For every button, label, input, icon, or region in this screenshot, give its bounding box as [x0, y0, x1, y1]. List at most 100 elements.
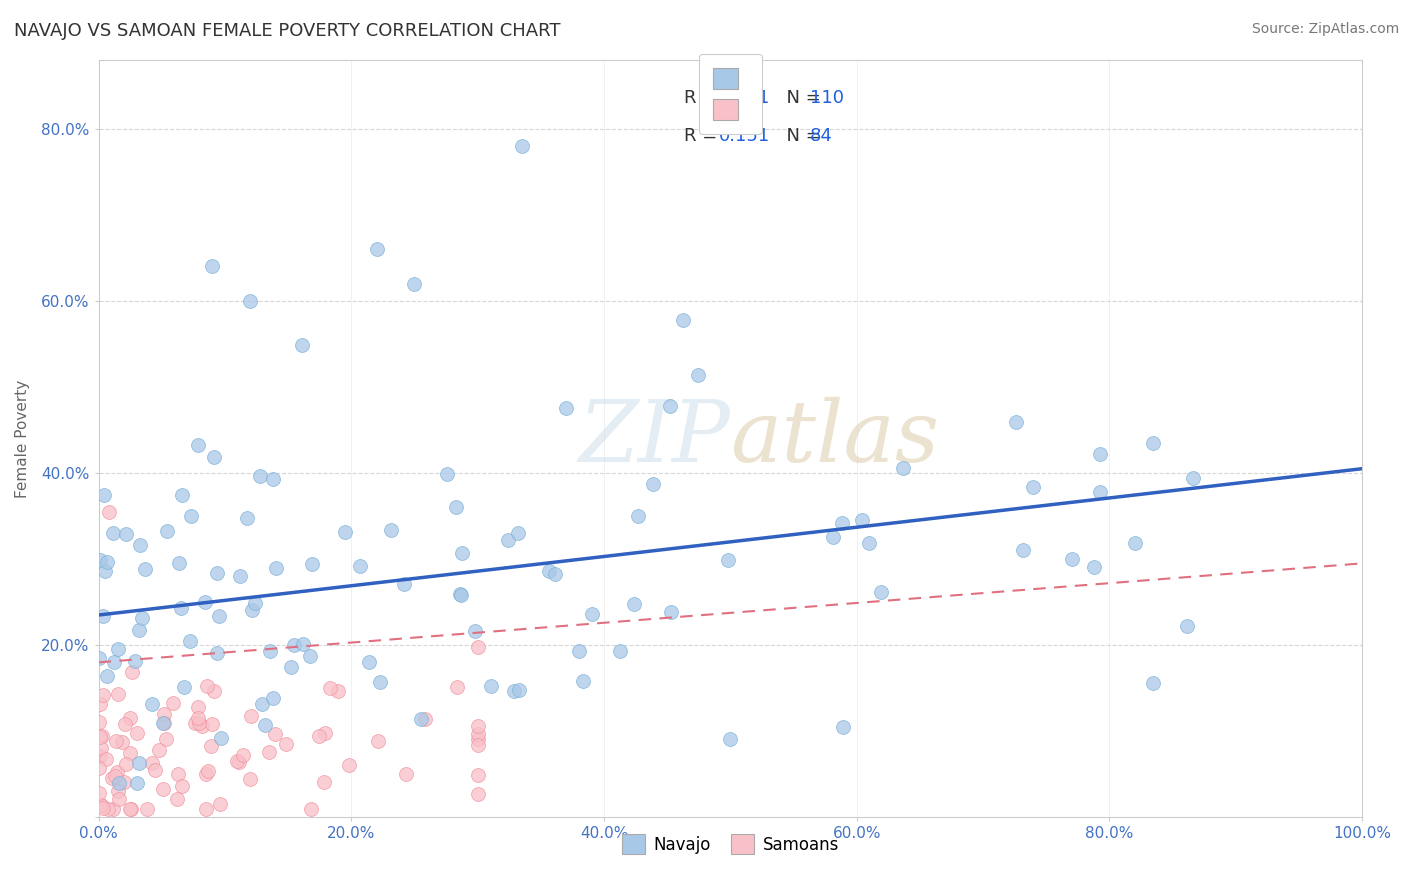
Point: [686, 368, 709, 382]
Point: [191, 719, 214, 733]
Point: [91, 729, 114, 743]
Point: [280, 660, 302, 674]
Point: [180, 508, 202, 523]
Point: [156, 524, 179, 538]
Point: [152, 716, 174, 731]
Point: [544, 566, 567, 581]
Point: [167, 557, 190, 571]
Point: [1060, 551, 1083, 566]
Point: [136, 802, 159, 816]
Point: [394, 766, 416, 780]
Point: [467, 738, 489, 752]
Point: [134, 562, 156, 576]
Point: [252, 697, 274, 711]
Text: ZIP: ZIP: [578, 397, 730, 480]
Point: [253, 717, 276, 731]
Point: [187, 699, 209, 714]
Point: [97, 802, 120, 816]
Text: 0.151: 0.151: [718, 127, 770, 145]
Point: [467, 727, 489, 741]
Point: [209, 731, 232, 745]
Point: [870, 585, 893, 599]
Point: [91, 801, 114, 815]
Point: [104, 769, 127, 783]
Point: [1021, 480, 1043, 494]
Point: [89, 730, 111, 744]
Text: N =: N =: [775, 88, 827, 107]
Point: [173, 680, 195, 694]
Point: [659, 605, 682, 619]
Point: [413, 712, 436, 726]
Point: [184, 716, 207, 731]
Text: 110: 110: [810, 88, 844, 107]
Text: 84: 84: [810, 127, 832, 145]
Point: [208, 609, 231, 624]
Point: [153, 707, 176, 722]
Point: [333, 524, 356, 539]
Point: [187, 710, 209, 724]
Point: [291, 338, 314, 352]
Point: [166, 791, 188, 805]
Point: [207, 566, 229, 580]
Point: [1123, 536, 1146, 550]
Point: [108, 792, 131, 806]
Point: [145, 763, 167, 777]
Point: [115, 756, 138, 771]
Point: [262, 690, 284, 705]
Point: [118, 746, 141, 760]
Point: [299, 802, 322, 816]
Point: [96, 669, 118, 683]
Point: [187, 715, 209, 730]
Point: [446, 680, 468, 694]
Point: [87, 651, 110, 665]
Point: [326, 684, 349, 698]
Point: [202, 684, 225, 698]
Point: [467, 787, 489, 801]
Point: [97, 505, 120, 519]
Legend: , : ,: [699, 54, 762, 135]
Point: [170, 488, 193, 502]
Point: [89, 748, 111, 763]
Point: [243, 596, 266, 610]
Point: [292, 637, 315, 651]
Point: [120, 802, 142, 816]
Y-axis label: Female Poverty: Female Poverty: [15, 379, 30, 498]
Point: [467, 732, 489, 747]
Point: [162, 696, 184, 710]
Point: [239, 709, 262, 723]
Point: [283, 638, 305, 652]
Point: [672, 313, 695, 327]
Point: [581, 607, 603, 621]
Text: Source: ZipAtlas.com: Source: ZipAtlas.com: [1251, 22, 1399, 37]
Point: [257, 745, 280, 759]
Point: [114, 716, 136, 731]
Point: [201, 260, 224, 274]
Point: [112, 775, 135, 789]
Point: [444, 500, 467, 514]
Point: [259, 644, 281, 658]
Point: [314, 775, 336, 789]
Point: [718, 732, 741, 747]
Point: [392, 577, 415, 591]
Point: [449, 587, 471, 601]
Point: [274, 737, 297, 751]
Point: [94, 564, 117, 578]
Point: [120, 802, 142, 816]
Point: [1088, 485, 1111, 500]
Point: [90, 798, 112, 813]
Point: [349, 558, 371, 573]
Point: [236, 510, 259, 524]
Text: N =: N =: [775, 127, 827, 145]
Point: [623, 597, 645, 611]
Point: [101, 771, 124, 785]
Point: [128, 756, 150, 770]
Point: [572, 673, 595, 688]
Point: [87, 714, 110, 729]
Point: [170, 779, 193, 793]
Point: [197, 764, 219, 779]
Point: [153, 715, 176, 730]
Point: [121, 665, 143, 679]
Point: [831, 720, 853, 734]
Point: [194, 595, 217, 609]
Point: [170, 601, 193, 615]
